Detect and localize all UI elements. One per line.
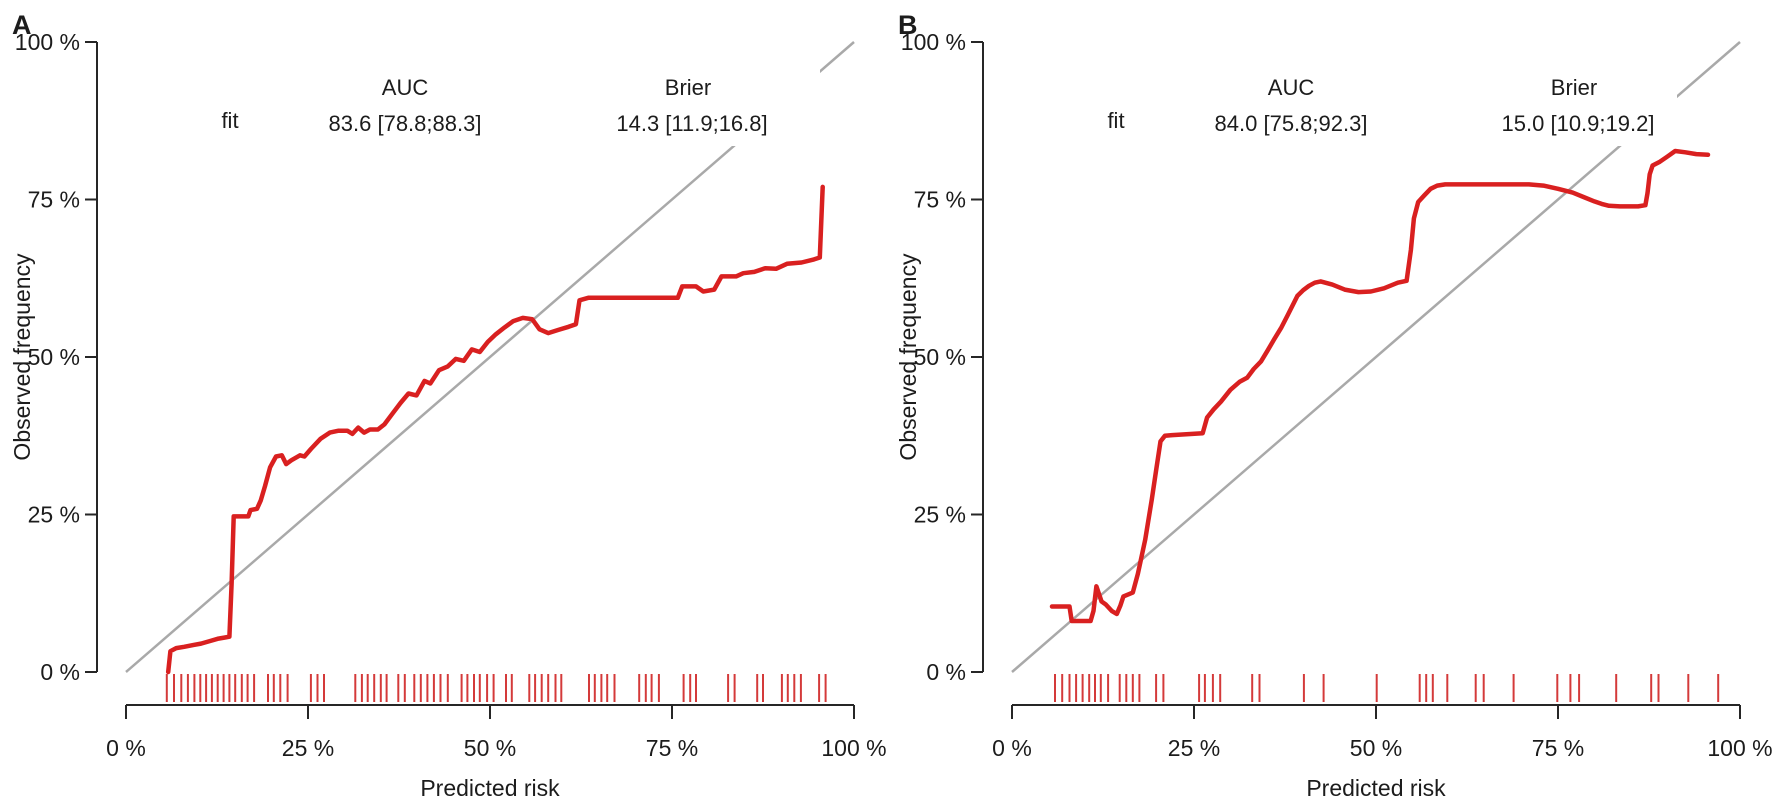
y-tick-label: 25 % [28, 502, 80, 528]
rug-marks [165, 674, 827, 702]
y-axis-title: Observed frequency [9, 253, 35, 461]
auc-header: AUC [382, 75, 429, 100]
reference-diagonal [1011, 41, 1741, 673]
y-tick-label: 25 % [914, 502, 966, 528]
y-tick-label: 75 % [28, 187, 80, 213]
panel-letter: A [12, 10, 32, 40]
panel-letter: B [898, 10, 918, 40]
x-tick-label: 75 % [646, 735, 698, 761]
calibration-curve [165, 184, 825, 675]
reference-diagonal [125, 41, 855, 673]
x-tick-label: 50 % [1350, 735, 1402, 761]
calibration-curve [1049, 148, 1711, 624]
brier-value: 15.0 [10.9;19.2] [1502, 111, 1655, 136]
stats-table-background [150, 56, 820, 146]
y-tick-label: 50 % [914, 344, 966, 370]
x-axis-title: Predicted risk [420, 775, 560, 801]
x-tick-label: 100 % [821, 735, 886, 761]
x-tick-label: 0 % [992, 735, 1032, 761]
brier-value: 14.3 [11.9;16.8] [616, 111, 767, 136]
y-tick-label: 75 % [914, 187, 966, 213]
x-tick-label: 25 % [282, 735, 334, 761]
model-row-label: fit [1107, 108, 1124, 133]
y-tick-label: 0 % [40, 659, 80, 685]
y-tick-label: 0 % [926, 659, 966, 685]
stats-table-background [1036, 56, 1677, 146]
y-tick-label: 50 % [28, 344, 80, 370]
auc-header: AUC [1268, 75, 1315, 100]
auc-value: 83.6 [78.8;88.3] [329, 111, 482, 136]
y-tick-label: 100 % [901, 29, 966, 55]
x-axis-title: Predicted risk [1306, 775, 1446, 801]
x-tick-label: 50 % [464, 735, 516, 761]
x-tick-label: 0 % [106, 735, 146, 761]
auc-value: 84.0 [75.8;92.3] [1215, 111, 1368, 136]
x-tick-label: 25 % [1168, 735, 1220, 761]
y-tick-label: 100 % [15, 29, 80, 55]
y-axis-title: Observed frequency [895, 253, 921, 461]
rug-marks [1054, 674, 1720, 702]
brier-header: Brier [665, 75, 711, 100]
brier-header: Brier [1551, 75, 1597, 100]
model-row-label: fit [221, 108, 238, 133]
x-tick-label: 100 % [1707, 735, 1772, 761]
x-tick-label: 75 % [1532, 735, 1584, 761]
